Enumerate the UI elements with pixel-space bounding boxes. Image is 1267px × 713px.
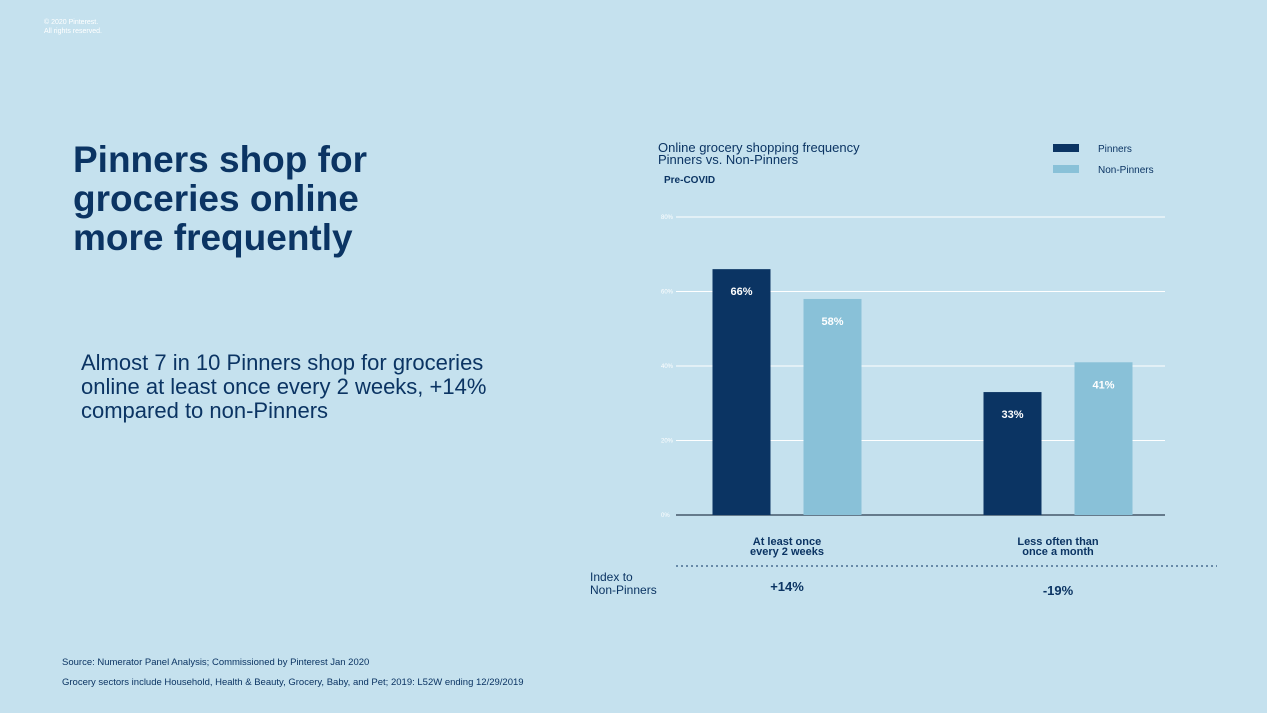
bar-pinners-2 (983, 392, 1042, 515)
copyright-line-2: All rights reserved. (44, 28, 102, 35)
index-value-1: +14% (770, 579, 804, 594)
category-label-2-line1: Less often than (1017, 536, 1099, 548)
category-label-1-line2: every 2 weeks (750, 546, 824, 558)
chart-title: Online grocery shopping frequency (658, 140, 860, 155)
headline: Pinners shop for groceries online more f… (73, 139, 367, 258)
y-tick-label-3: 60% (661, 290, 674, 296)
bars: 66% 33% 58% 41% (712, 269, 1133, 515)
bar-pinners-1 (712, 269, 771, 515)
y-tick-label-2: 40% (661, 364, 674, 370)
copyright-notice: © 2020 Pinterest. All rights reserved. (44, 18, 102, 36)
chart-subtitle: Pinners vs. Non-Pinners (658, 152, 799, 167)
bar-non-pinners-1 (803, 298, 862, 515)
grocery-sectors-footnote: Grocery sectors include Household, Healt… (62, 677, 524, 688)
category-label-1-line1: At least once (753, 536, 821, 548)
legend-label-pinners: Pinners (1098, 144, 1132, 155)
bar-value-label-non-pinners-2: 41% (1092, 379, 1114, 391)
bar-value-label-pinners-2: 33% (1001, 409, 1023, 421)
source-footnote: Source: Numerator Panel Analysis; Commis… (62, 657, 370, 668)
category-label-2-line2: once a month (1022, 546, 1094, 558)
legend-swatch-pinners (1053, 144, 1079, 152)
period-label: Pre-COVID (664, 175, 715, 186)
body-text: Almost 7 in 10 Pinners shop for grocerie… (81, 350, 487, 423)
copyright-line-1: © 2020 Pinterest. (44, 19, 99, 26)
legend-swatch-non-pinners (1053, 165, 1079, 173)
y-tick-label-4: 80% (661, 215, 674, 221)
y-tick-label-1: 20% (661, 439, 674, 445)
index-value-2: -19% (1043, 583, 1074, 598)
index-label-line1: Index to (590, 570, 633, 584)
bar-value-label-non-pinners-1: 58% (821, 316, 843, 328)
bar-non-pinners-2 (1074, 362, 1133, 515)
index-label-line2: Non-Pinners (590, 583, 657, 597)
bar-value-label-pinners-1: 66% (730, 286, 752, 298)
y-tick-label-0: 0% (661, 513, 670, 519)
legend-label-non-pinners: Non-Pinners (1098, 165, 1154, 176)
